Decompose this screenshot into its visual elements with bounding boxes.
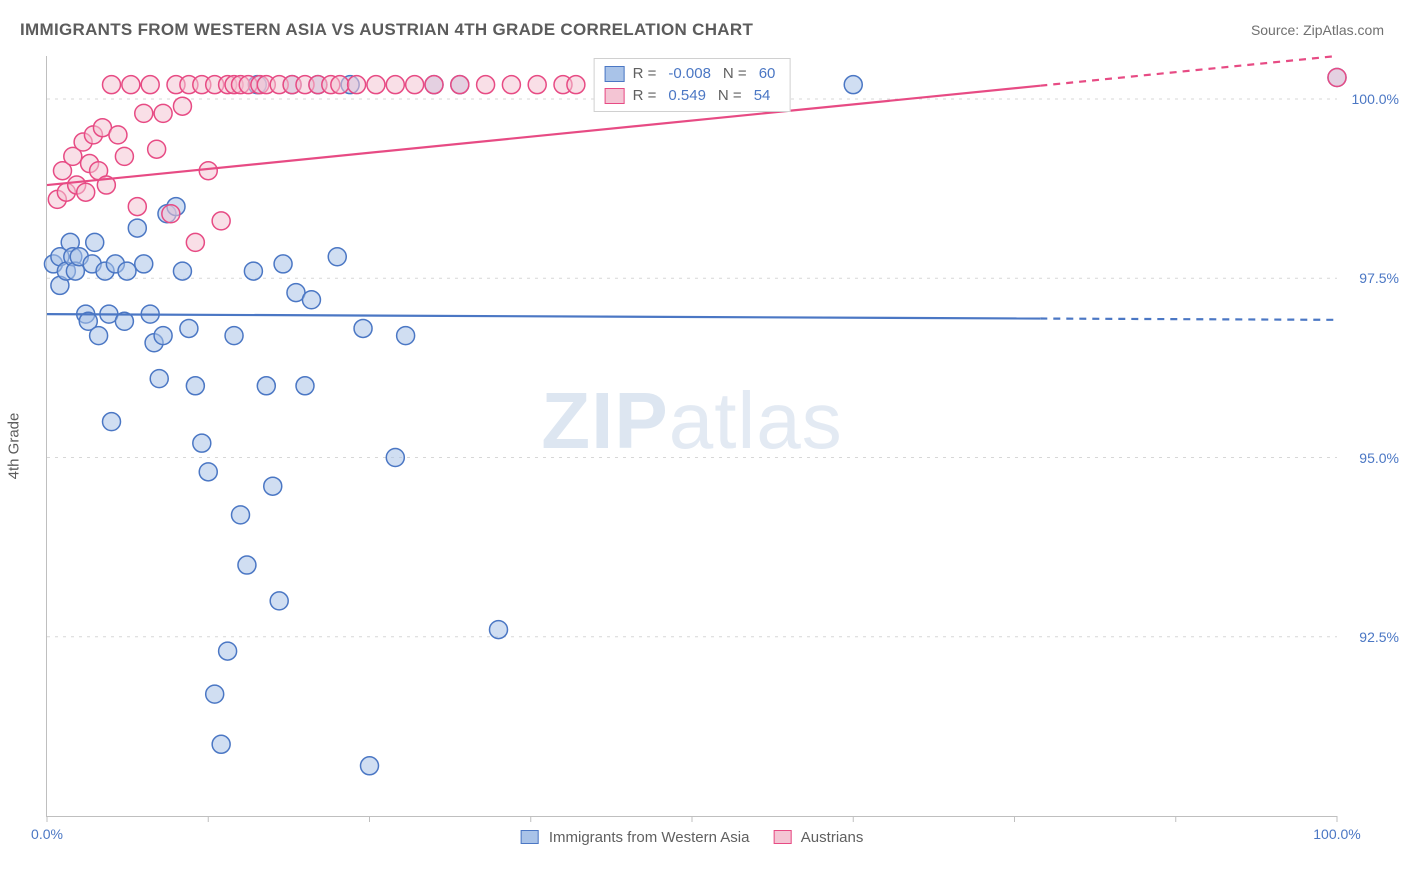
data-point: [154, 104, 172, 122]
data-point: [232, 506, 250, 524]
data-point: [225, 327, 243, 345]
x-tick-label: 100.0%: [1313, 826, 1360, 842]
n-label: N =: [723, 63, 747, 85]
data-point: [219, 642, 237, 660]
data-point: [354, 319, 372, 337]
data-point: [348, 76, 366, 94]
data-point: [148, 140, 166, 158]
data-point: [490, 621, 508, 639]
stat-legend-row-2: R = 0.549 N = 54: [605, 85, 780, 107]
y-tick-label: 92.5%: [1343, 629, 1399, 645]
data-point: [367, 76, 385, 94]
plot-area: ZIPatlas 92.5%95.0%97.5%100.0% 0.0%100.0…: [46, 56, 1337, 817]
trend-line-dashed: [1040, 56, 1337, 86]
data-point: [331, 76, 349, 94]
data-point: [386, 449, 404, 467]
data-point: [257, 377, 275, 395]
chart-title: IMMIGRANTS FROM WESTERN ASIA VS AUSTRIAN…: [20, 20, 753, 40]
data-point: [302, 291, 320, 309]
source-label: Source: ZipAtlas.com: [1251, 22, 1384, 38]
r-value-1: -0.008: [664, 63, 715, 85]
data-point: [199, 162, 217, 180]
stat-legend: R = -0.008 N = 60 R = 0.549 N = 54: [594, 58, 791, 112]
legend-label-1: Immigrants from Western Asia: [549, 829, 750, 846]
data-point: [274, 255, 292, 273]
data-point: [328, 248, 346, 266]
data-point: [180, 319, 198, 337]
data-point: [122, 76, 140, 94]
data-point: [86, 233, 104, 251]
trend-line: [47, 314, 1040, 318]
data-point: [103, 76, 121, 94]
data-point: [193, 434, 211, 452]
data-point: [135, 255, 153, 273]
r-value-2: 0.549: [664, 85, 710, 107]
legend-swatch-icon: [521, 830, 539, 844]
data-point: [567, 76, 585, 94]
data-point: [425, 76, 443, 94]
data-point: [206, 685, 224, 703]
data-point: [128, 198, 146, 216]
stat-legend-row-1: R = -0.008 N = 60: [605, 63, 780, 85]
data-point: [296, 377, 314, 395]
data-point: [212, 212, 230, 230]
data-point: [238, 556, 256, 574]
x-tick-label: 0.0%: [31, 826, 63, 842]
data-point: [186, 377, 204, 395]
y-tick-label: 95.0%: [1343, 450, 1399, 466]
n-value-2: 54: [750, 85, 775, 107]
legend-swatch-western-asia: [605, 66, 625, 82]
data-point: [162, 205, 180, 223]
bottom-legend-item-2: Austrians: [773, 829, 863, 846]
trend-line-dashed: [1040, 319, 1337, 320]
legend-label-2: Austrians: [801, 829, 864, 846]
data-point: [135, 104, 153, 122]
data-point: [212, 735, 230, 753]
trend-line: [47, 86, 1040, 185]
data-point: [477, 76, 495, 94]
legend-swatch-austrians: [605, 88, 625, 104]
y-axis-title: 4th Grade: [6, 413, 23, 480]
data-point: [118, 262, 136, 280]
data-point: [844, 76, 862, 94]
chart-svg: [47, 56, 1337, 816]
data-point: [103, 413, 121, 431]
n-value-1: 60: [755, 63, 780, 85]
y-tick-label: 100.0%: [1343, 91, 1399, 107]
data-point: [90, 327, 108, 345]
bottom-legend-item-1: Immigrants from Western Asia: [521, 829, 750, 846]
data-point: [173, 262, 191, 280]
data-point: [361, 757, 379, 775]
data-point: [502, 76, 520, 94]
bottom-legend: Immigrants from Western Asia Austrians: [521, 829, 864, 846]
data-point: [1328, 69, 1346, 87]
data-point: [528, 76, 546, 94]
data-point: [451, 76, 469, 94]
data-point: [244, 262, 262, 280]
legend-swatch-icon: [773, 830, 791, 844]
data-point: [386, 76, 404, 94]
y-tick-label: 97.5%: [1343, 270, 1399, 286]
r-label: R =: [633, 85, 657, 107]
data-point: [270, 592, 288, 610]
n-label: N =: [718, 85, 742, 107]
data-point: [199, 463, 217, 481]
data-point: [173, 97, 191, 115]
data-point: [264, 477, 282, 495]
data-point: [128, 219, 146, 237]
data-point: [115, 147, 133, 165]
data-point: [150, 370, 168, 388]
data-point: [77, 183, 95, 201]
data-point: [406, 76, 424, 94]
data-point: [154, 327, 172, 345]
data-point: [109, 126, 127, 144]
data-point: [186, 233, 204, 251]
r-label: R =: [633, 63, 657, 85]
data-point: [397, 327, 415, 345]
data-point: [141, 76, 159, 94]
